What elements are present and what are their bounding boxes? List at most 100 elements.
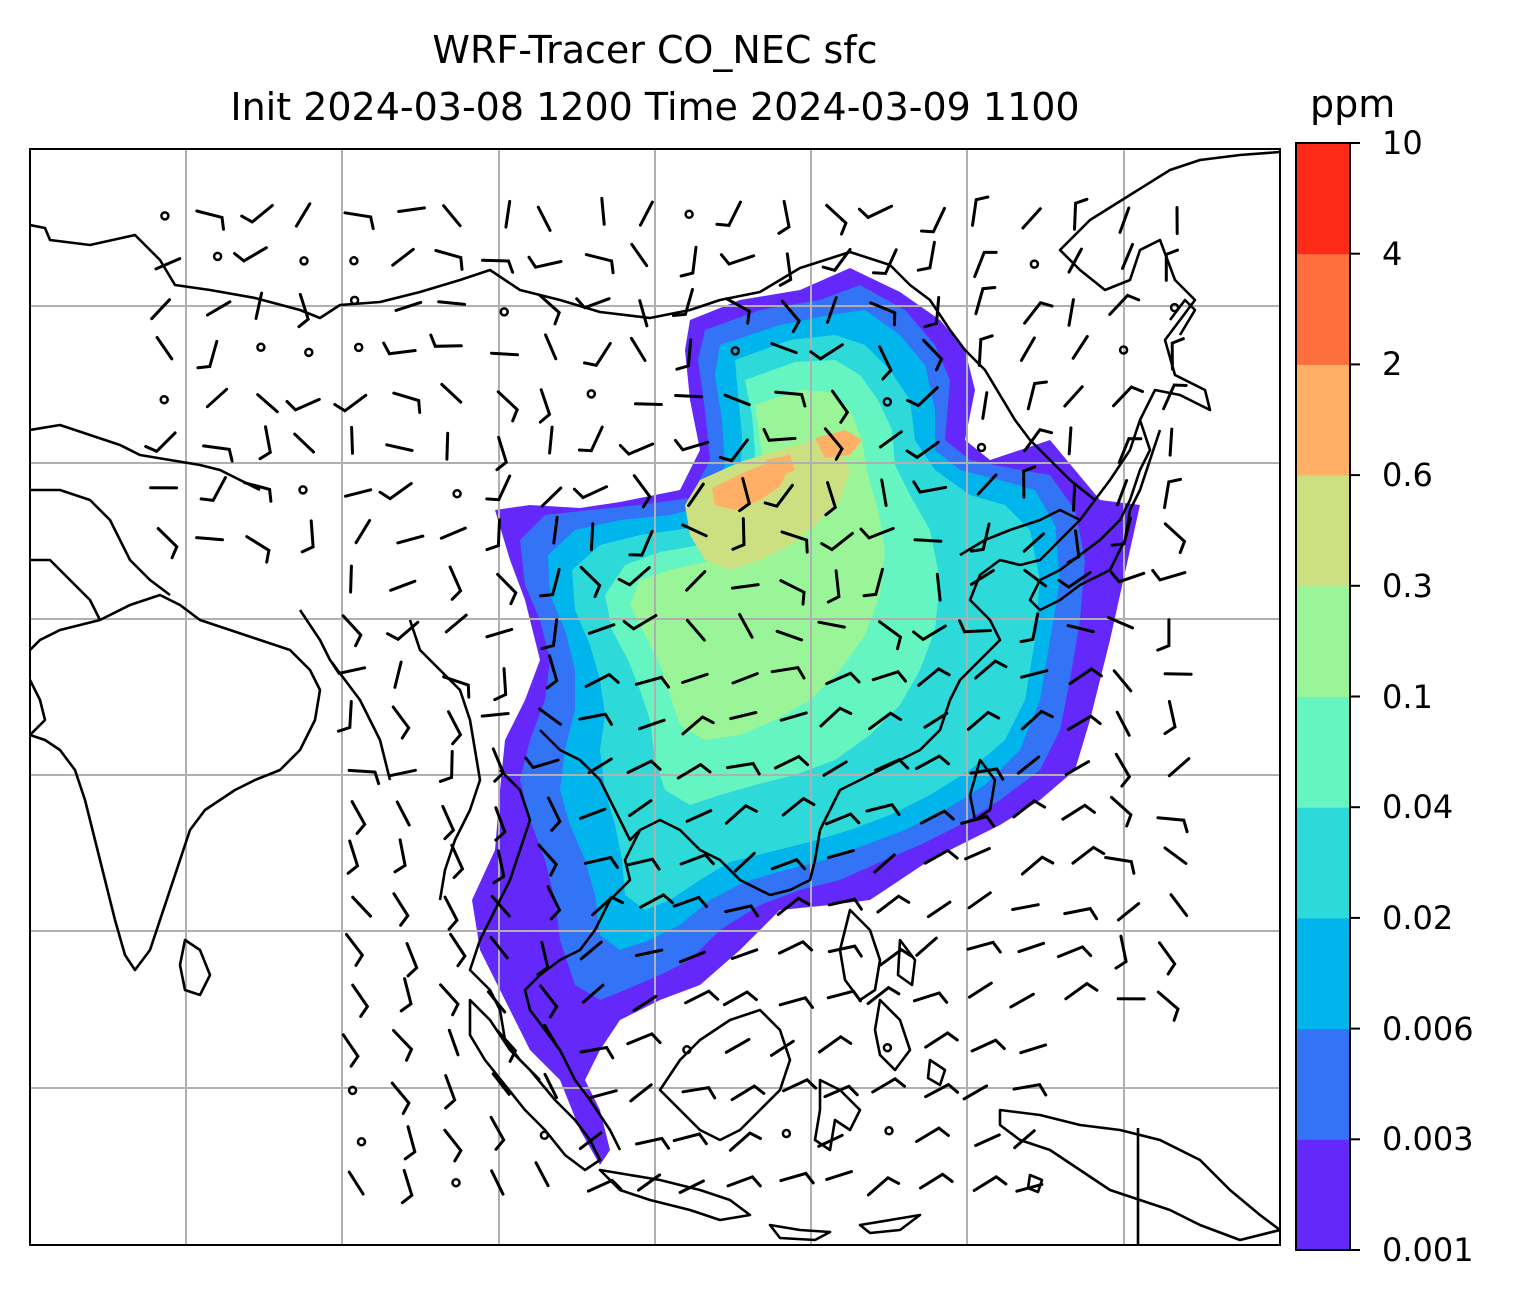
wind-barb-calm [298,485,308,495]
wind-barb [344,488,373,498]
wind-barb [392,391,422,414]
wind-barb [354,519,372,545]
wind-barb-calm [882,1042,893,1053]
wind-barb [347,1170,365,1196]
wind-barb [923,711,949,729]
wind-barb [912,480,948,494]
wind-barb [1022,532,1046,553]
wind-barb [1009,992,1035,1009]
wind-barb [724,1037,751,1054]
wind-barb [1020,669,1049,679]
wind-barb [779,1171,815,1185]
wind-barb [634,948,664,957]
wind-barb [447,1028,460,1057]
wind-barb [1107,616,1134,630]
wind-barb [1023,427,1053,453]
colorbar-tick-label: 0.001 [1382,1231,1474,1269]
wind-barb [1063,385,1084,408]
colorbar-units: ppm [1310,82,1396,126]
wind-barb [878,947,913,967]
wind-barb [591,895,625,917]
wind-barb [820,531,854,552]
wind-barb [626,1032,662,1046]
wind-barb [780,530,809,554]
wind-barb-calm [451,1177,461,1188]
wind-barb-calm [349,295,360,306]
wind-barb [496,1029,518,1063]
wind-barb [390,1081,411,1115]
wind-barb [1019,612,1040,644]
wind-barb [618,442,655,456]
wind-barb [494,806,507,842]
colorbar-tick-label: 0.04 [1382,788,1454,827]
wind-barb [966,940,1002,954]
wind-barb [1022,465,1037,499]
wind-barb [429,333,463,348]
wind-barb [634,675,671,689]
wind-barb [434,249,464,271]
wind-barb [449,932,467,968]
wind-barb [726,761,761,776]
wind-barb [762,427,797,442]
wind-barb [1115,710,1131,737]
colorbar-tick-label: 4 [1382,234,1403,273]
wind-barb [496,390,519,423]
wind-barb [912,991,949,1004]
wind-barb [981,391,989,420]
wind-barb [485,518,501,552]
wind-barb [1020,855,1055,876]
wind-barb [388,768,417,778]
wind-barb [1011,903,1040,911]
wind-barb [481,258,515,274]
wind-barb [967,891,992,910]
wind-barb [905,440,940,460]
wind-barb [548,425,554,455]
wind-barb [779,711,808,722]
wind-barb [1163,846,1188,865]
wind-barb [1064,760,1091,777]
wind-barb [1121,242,1134,270]
wind-barb [584,672,620,688]
wind-barb [495,435,509,472]
wind-barb [672,1132,708,1146]
wind-barb-calm [682,1045,692,1055]
wind-barb [546,885,562,921]
wind-barb [972,1174,1008,1192]
wind-barb [724,904,760,918]
wind-barb [1066,529,1081,564]
colorbar-tick-label: 2 [1382,345,1403,384]
wind-barb [823,427,844,461]
wind-barb [924,1031,959,1049]
wind-barb [1012,1083,1048,1097]
wind-barb [1162,383,1188,411]
wind-barb-calm [212,251,223,262]
wind-barb [245,535,271,564]
wind-barb [738,477,752,513]
wind-barb-calm [1169,302,1180,313]
wind-barb [778,996,814,1009]
wind-barb [395,800,411,827]
wind-barb [924,1082,960,1099]
wind-barb [1066,624,1095,634]
wind-barb [819,706,853,728]
wind-barb [723,393,751,407]
wind-barb [826,296,838,324]
wind-barb [496,572,518,606]
wind-barb [294,202,312,228]
wind-barb [584,253,615,275]
wind-barb [538,388,552,424]
wind-barb [393,660,403,689]
wind-barb [675,338,693,371]
wind-barb [442,204,462,228]
colorbar-segment [1296,807,1350,919]
wind-barb [583,341,612,367]
colorbar-tick-label: 10 [1382,124,1423,162]
wind-barb [1168,427,1174,457]
wind-barb [962,1084,989,1101]
wind-barb [967,981,993,999]
co-concentration-field [472,268,1140,1165]
wind-barb [825,671,861,686]
wind-barb [868,711,903,731]
wind-barb [254,291,264,320]
